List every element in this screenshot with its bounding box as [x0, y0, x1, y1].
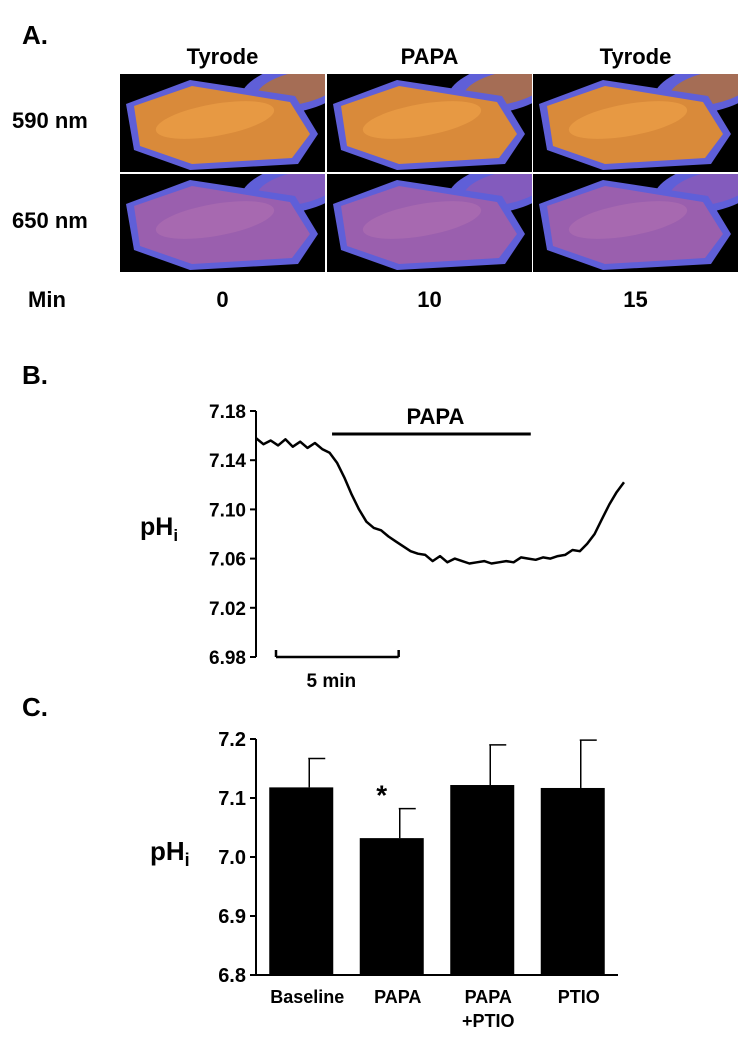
cell-highlight	[362, 201, 482, 239]
image-590nm-t15	[533, 74, 738, 172]
cell-image-svg	[327, 174, 532, 272]
panel-c-y-tick-label-0: 6.8	[218, 965, 246, 987]
panel-b-y-tick-label-2: 7.06	[209, 550, 246, 571]
papa-exposure-label: PAPA	[406, 404, 464, 429]
image-650nm-t15	[533, 174, 738, 272]
bar-3	[540, 787, 605, 975]
cell-highlight	[155, 201, 275, 239]
cell-highlight	[568, 201, 688, 239]
cell-highlight	[362, 101, 482, 139]
image-590nm-t10	[327, 74, 532, 172]
panel-b-y-tick-label-1: 7.02	[209, 599, 246, 620]
panel-b-ylabel: pHi	[140, 513, 178, 546]
cell-image-svg	[533, 74, 738, 172]
column-header-papa: PAPA	[400, 44, 459, 69]
time-axis-label: Min	[28, 287, 66, 312]
ph-trace-line	[255, 437, 626, 565]
cell-image-svg	[327, 74, 532, 172]
ph-trace-chart: 6.98 7.02 7.06 7.10 7.14 7.18 PAPA 5 min	[209, 402, 626, 692]
cell-highlight	[155, 101, 275, 139]
bar-1	[359, 838, 424, 975]
row-label-650nm: 650 nm	[12, 208, 88, 233]
cell-image-svg	[120, 174, 325, 272]
panel-c-y-tick-label-3: 7.1	[218, 788, 246, 810]
cell-image-svg	[533, 174, 738, 272]
panel-b-ylabel-main: pH	[140, 513, 174, 541]
cell-highlight	[568, 101, 688, 139]
category-label-1: PAPA	[374, 987, 421, 1007]
image-590nm-t0	[120, 74, 325, 172]
time-value-15: 15	[623, 287, 648, 312]
panel-b-y-tick-label-3: 7.10	[209, 500, 246, 521]
panel-a-letter: A.	[22, 20, 48, 50]
category-label-3: PTIO	[558, 987, 600, 1007]
image-650nm-t0	[120, 174, 325, 272]
ph-bar-chart: 6.8 6.9 7.0 7.1 7.2 Baseline * PAPA PAPA +PTIO PTI…	[218, 729, 618, 1031]
panel-c-letter: C.	[22, 692, 48, 722]
panel-c-ylabel-sub: i	[184, 850, 190, 871]
significance-marker-1: *	[376, 780, 387, 811]
time-value-10: 10	[417, 287, 442, 312]
category-label-2-line1: +PTIO	[462, 1011, 515, 1031]
panel-b-ylabel-sub: i	[173, 526, 179, 545]
column-header-tyrode-2: Tyrode	[599, 44, 672, 69]
time-value-0: 0	[216, 287, 229, 312]
panel-c-y-tick-label-1: 6.9	[218, 906, 246, 928]
row-label-590nm: 590 nm	[12, 108, 88, 133]
panel-c-y-tick-label-4: 7.2	[218, 729, 246, 751]
bar-0	[269, 787, 334, 975]
category-label-2: PAPA	[465, 987, 512, 1007]
panel-b-letter: B.	[22, 360, 48, 390]
cell-image-svg	[120, 74, 325, 172]
image-650nm-t10	[327, 174, 532, 272]
column-header-tyrode-1: Tyrode	[186, 44, 259, 69]
panel-b-y-tick-label-0: 6.98	[209, 648, 246, 669]
time-scale-bar-label: 5 min	[307, 671, 357, 692]
panel-b-y-tick-label-4: 7.14	[209, 451, 246, 472]
category-label-0: Baseline	[270, 987, 344, 1007]
panel-b-y-tick-label-5: 7.18	[209, 402, 246, 423]
panel-c-ylabel: pHi	[150, 836, 190, 871]
bar-2	[450, 785, 515, 975]
panel-c-y-tick-label-2: 7.0	[218, 847, 246, 869]
panel-c-ylabel-main: pH	[150, 836, 185, 866]
